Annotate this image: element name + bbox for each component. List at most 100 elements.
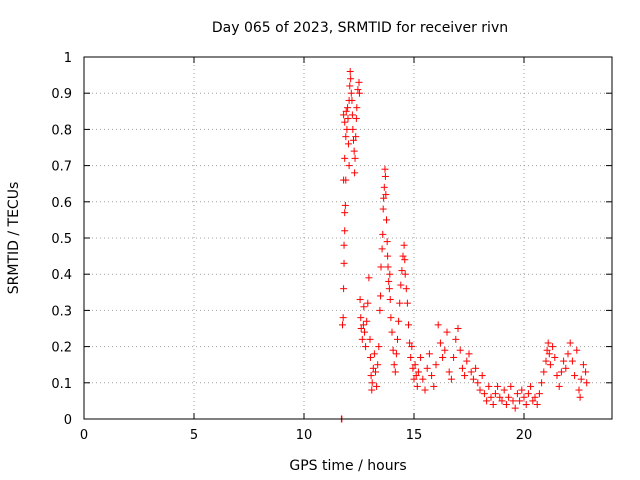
data-point <box>566 339 574 347</box>
x-tick-label: 20 <box>516 428 533 443</box>
data-point <box>344 115 352 123</box>
data-point <box>398 267 406 275</box>
data-point <box>456 346 464 354</box>
data-point <box>463 357 471 365</box>
data-point <box>434 321 442 329</box>
data-point <box>454 325 462 332</box>
y-tick-label: 0.5 <box>51 232 72 247</box>
data-point <box>480 390 488 398</box>
data-point <box>348 111 356 119</box>
data-point <box>414 368 422 376</box>
data-point <box>360 303 368 311</box>
data-point <box>376 306 384 314</box>
data-point <box>428 372 436 380</box>
data-point <box>410 375 418 383</box>
data-point <box>372 368 379 376</box>
data-point <box>568 357 576 365</box>
data-point <box>351 169 359 177</box>
data-point <box>381 172 389 180</box>
data-point <box>520 393 528 401</box>
data-point <box>374 361 382 369</box>
data-point <box>564 350 572 358</box>
data-point <box>395 317 403 325</box>
data-point <box>467 368 475 376</box>
data-point <box>346 67 354 75</box>
data-point <box>356 296 364 304</box>
chart-title: Day 065 of 2023, SRMTID for receiver riv… <box>212 20 508 36</box>
data-point <box>544 339 552 347</box>
data-point <box>430 382 438 390</box>
data-point <box>439 353 447 361</box>
x-tick-label: 15 <box>406 428 423 443</box>
data-point <box>407 353 415 361</box>
data-point <box>392 350 400 358</box>
data-point <box>389 346 397 354</box>
data-point <box>472 364 480 372</box>
data-point <box>380 183 388 191</box>
data-point <box>346 82 354 90</box>
data-point <box>382 191 390 199</box>
data-point <box>478 372 486 380</box>
y-tick-label: 0.2 <box>51 341 72 356</box>
data-point <box>474 379 482 387</box>
data-point <box>387 314 395 322</box>
data-point <box>351 154 359 162</box>
data-point <box>527 382 535 390</box>
data-point <box>378 245 386 253</box>
data-point <box>358 335 366 343</box>
data-point <box>576 393 584 401</box>
y-tick-label: 0.8 <box>51 123 72 138</box>
y-tick-label: 0.4 <box>51 268 72 283</box>
data-point <box>432 361 440 369</box>
data-point <box>408 343 416 351</box>
data-point <box>543 346 551 354</box>
data-point <box>502 401 510 409</box>
data-point <box>350 136 357 144</box>
data-point <box>524 390 532 398</box>
data-point <box>538 379 546 387</box>
data-point <box>500 386 508 394</box>
data-point <box>413 382 421 390</box>
data-point <box>417 353 425 361</box>
y-tick-label: 0.9 <box>51 87 72 102</box>
y-axis-title: SRMTID / TECUs <box>6 182 22 295</box>
data-point <box>436 339 444 347</box>
data-point <box>409 364 417 372</box>
data-point <box>377 292 385 300</box>
data-point <box>349 125 357 133</box>
data-point <box>380 194 388 202</box>
data-point <box>385 277 393 285</box>
data-point <box>385 285 393 293</box>
data-point <box>452 335 460 343</box>
data-point <box>557 368 565 376</box>
data-point <box>357 314 365 322</box>
data-point <box>375 343 383 351</box>
data-point <box>573 346 581 354</box>
data-point <box>412 372 420 380</box>
data-point <box>357 325 365 332</box>
data-point <box>546 361 554 369</box>
data-point <box>551 353 559 361</box>
data-point <box>359 321 367 329</box>
data-point <box>343 125 351 133</box>
data-point <box>579 361 587 369</box>
y-tick-label: 0.1 <box>51 377 72 392</box>
data-point <box>516 397 524 405</box>
data-point <box>367 372 375 380</box>
data-point <box>441 346 449 354</box>
data-point <box>342 176 350 184</box>
data-point <box>571 372 579 380</box>
data-point <box>583 379 591 387</box>
data-point <box>487 393 495 401</box>
data-points <box>337 67 591 423</box>
data-point <box>555 382 563 390</box>
data-point <box>341 118 349 126</box>
data-point <box>483 397 491 405</box>
data-point <box>379 230 387 238</box>
data-point <box>362 343 370 351</box>
data-point <box>401 270 409 278</box>
data-point <box>377 263 385 271</box>
data-point <box>560 357 568 365</box>
data-point <box>352 115 360 123</box>
